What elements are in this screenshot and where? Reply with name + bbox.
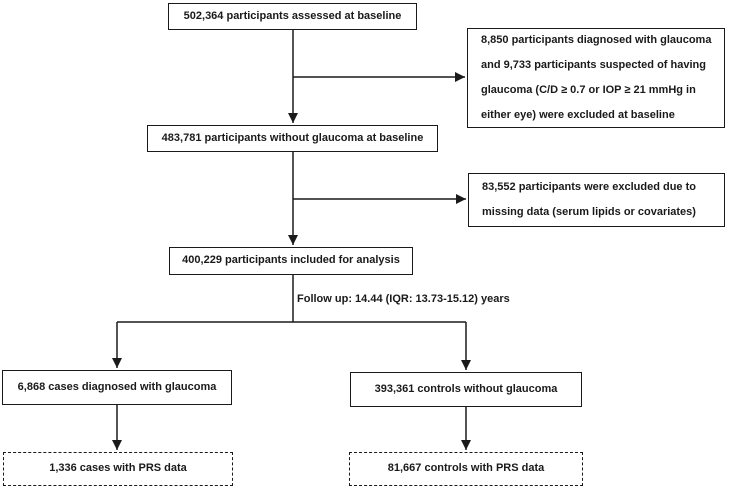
- node-without-glaucoma-baseline: 483,781 participants without glaucoma at…: [147, 125, 438, 152]
- node-included-for-analysis: 400,229 participants included for analys…: [169, 247, 413, 275]
- node-baseline-assessed: 502,364 participants assessed at baselin…: [168, 3, 417, 30]
- exclusion-line: missing data (serum lipids or covariates…: [482, 206, 696, 218]
- exclusion-line: and 9,733 participants suspected of havi…: [481, 59, 706, 71]
- node-glaucoma-cases: 6,868 cases diagnosed with glaucoma: [2, 370, 232, 405]
- exclusion-line: glaucoma (C/D ≥ 0.7 or IOP ≥ 21 mmHg in: [481, 84, 696, 96]
- follow-up-label: Follow up: 14.44 (IQR: 13.73-15.12) year…: [297, 293, 510, 305]
- node-controls-with-prs-data: 81,667 controls with PRS data: [349, 452, 583, 486]
- exclusion-line: 8,850 participants diagnosed with glauco…: [481, 34, 712, 46]
- node-excluded-missing-data: 83,552 participants were excluded due to…: [468, 173, 725, 227]
- node-excluded-at-baseline: 8,850 participants diagnosed with glauco…: [467, 28, 725, 128]
- exclusion-line: 83,552 participants were excluded due to: [482, 181, 696, 193]
- node-cases-with-prs-data: 1,336 cases with PRS data: [3, 452, 233, 486]
- node-controls-without-glaucoma: 393,361 controls without glaucoma: [350, 372, 582, 407]
- exclusion-line: either eye) were excluded at baseline: [481, 109, 675, 121]
